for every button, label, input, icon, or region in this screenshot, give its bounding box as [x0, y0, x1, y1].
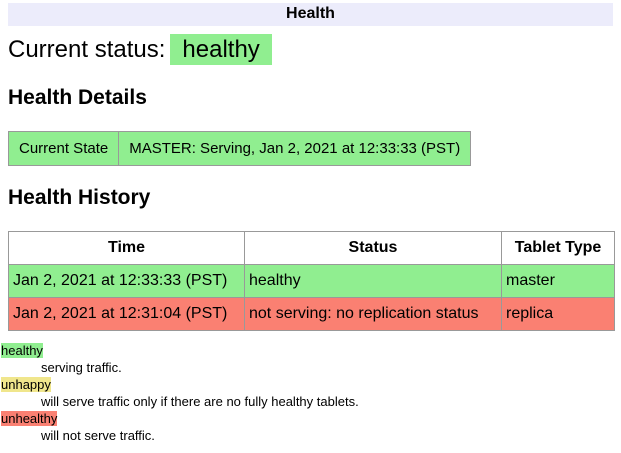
column-header-tablet-type: Tablet Type	[501, 231, 615, 266]
health-history-table: Time Status Tablet Type Jan 2, 2021 at 1…	[8, 231, 615, 332]
legend-term-unhappy: unhappy	[1, 377, 51, 393]
column-header-time: Time	[8, 231, 245, 266]
history-time-cell: Jan 2, 2021 at 12:33:33 (PST)	[8, 264, 245, 299]
page-title: Health	[286, 5, 335, 22]
legend-description: will not serve traffic.	[41, 427, 155, 443]
legend: healthy serving traffic. unhappy will se…	[1, 343, 613, 444]
current-state-label-cell: Current State	[7, 131, 120, 167]
legend-description: serving traffic.	[41, 360, 122, 376]
history-status-cell: not serving: no replication status	[244, 297, 502, 332]
history-tablet-type-cell: master	[501, 264, 615, 299]
history-row: Jan 2, 2021 at 12:33:33 (PST) healthy ma…	[8, 264, 615, 299]
history-time-cell: Jan 2, 2021 at 12:31:04 (PST)	[8, 297, 245, 332]
history-status-cell: healthy	[244, 264, 502, 299]
legend-term: unhealthy	[1, 410, 613, 428]
history-row: Jan 2, 2021 at 12:31:04 (PST) not servin…	[8, 297, 615, 332]
legend-term-unhealthy: unhealthy	[1, 410, 58, 426]
health-history-heading: Health History	[8, 186, 151, 210]
current-state-row: Current State MASTER: Serving, Jan 2, 20…	[7, 131, 472, 167]
legend-description: will serve traffic only if there are no …	[41, 394, 359, 410]
page-header: Health	[8, 3, 613, 26]
current-status-label: Current status:	[8, 36, 166, 63]
history-tablet-type-cell: replica	[501, 297, 615, 332]
legend-term: unhappy	[1, 377, 613, 394]
column-header-status: Status	[244, 231, 502, 266]
current-state-value-cell: MASTER: Serving, Jan 2, 2021 at 12:33:33…	[118, 131, 472, 167]
health-details-heading: Health Details	[8, 86, 147, 110]
legend-term-healthy: healthy	[1, 343, 43, 359]
current-status-line: Current status: healthy	[8, 34, 613, 66]
legend-term: healthy	[1, 343, 613, 360]
current-status-value: healthy	[170, 34, 272, 65]
history-header-row: Time Status Tablet Type	[8, 231, 615, 266]
health-details-table: Current State MASTER: Serving, Jan 2, 20…	[7, 131, 472, 167]
